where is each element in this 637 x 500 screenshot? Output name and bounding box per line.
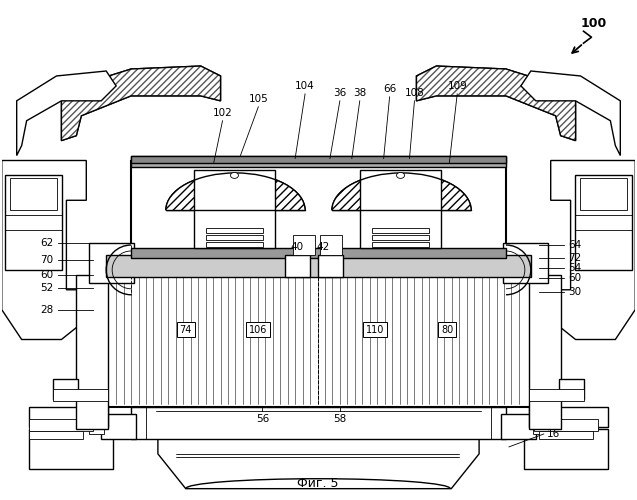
- Text: 56: 56: [255, 414, 269, 424]
- Polygon shape: [332, 173, 471, 210]
- Text: 106: 106: [249, 324, 268, 334]
- Bar: [372, 235, 429, 240]
- Bar: [206, 228, 263, 233]
- Bar: [533, 419, 548, 434]
- Text: 66: 66: [383, 84, 396, 94]
- Text: 109: 109: [447, 81, 467, 91]
- Bar: [206, 242, 263, 247]
- Bar: [29, 419, 93, 431]
- Polygon shape: [417, 66, 576, 140]
- Bar: [318, 255, 343, 277]
- Bar: [10, 178, 57, 210]
- Bar: [29, 407, 108, 427]
- Polygon shape: [61, 66, 220, 140]
- Bar: [285, 255, 310, 277]
- Bar: [89, 243, 134, 283]
- Text: 62: 62: [40, 238, 54, 248]
- Text: 72: 72: [569, 253, 582, 263]
- Text: 110: 110: [366, 324, 384, 334]
- Text: 105: 105: [248, 94, 268, 104]
- Bar: [131, 407, 506, 439]
- Text: 36: 36: [333, 88, 347, 98]
- Bar: [131, 160, 506, 257]
- Bar: [131, 156, 506, 168]
- Bar: [524, 429, 608, 469]
- Text: 40: 40: [290, 242, 304, 252]
- Text: 74: 74: [180, 324, 192, 334]
- Bar: [529, 275, 561, 429]
- Bar: [106, 255, 531, 277]
- Bar: [54, 380, 78, 399]
- Bar: [539, 431, 594, 439]
- Bar: [372, 242, 429, 247]
- Bar: [194, 170, 275, 248]
- Polygon shape: [551, 160, 635, 340]
- Text: 52: 52: [40, 283, 54, 293]
- Bar: [29, 431, 83, 439]
- Bar: [106, 275, 531, 407]
- Text: 58: 58: [333, 414, 347, 424]
- Bar: [575, 176, 633, 270]
- Text: 30: 30: [569, 287, 582, 297]
- Text: 64: 64: [569, 240, 582, 250]
- Bar: [559, 380, 583, 399]
- Text: 70: 70: [40, 255, 54, 265]
- Polygon shape: [17, 71, 116, 156]
- Text: 16: 16: [547, 429, 560, 439]
- Bar: [320, 235, 342, 255]
- Bar: [131, 248, 506, 258]
- Bar: [101, 414, 136, 439]
- Bar: [360, 170, 441, 248]
- Text: 60: 60: [569, 273, 582, 283]
- Text: 102: 102: [213, 108, 233, 118]
- Bar: [372, 228, 429, 233]
- Polygon shape: [2, 160, 86, 340]
- Text: Фиг. 5: Фиг. 5: [297, 477, 339, 490]
- Ellipse shape: [231, 172, 238, 178]
- Bar: [529, 407, 608, 427]
- Bar: [293, 235, 315, 255]
- Polygon shape: [417, 66, 576, 140]
- Bar: [534, 419, 598, 431]
- Bar: [503, 243, 548, 283]
- Text: 38: 38: [353, 88, 366, 98]
- Bar: [529, 389, 583, 401]
- Text: 104: 104: [295, 81, 315, 91]
- Text: 28: 28: [40, 304, 54, 314]
- Bar: [76, 275, 108, 429]
- Polygon shape: [166, 173, 305, 210]
- Bar: [501, 414, 536, 439]
- Text: 100: 100: [580, 17, 606, 30]
- Bar: [206, 235, 263, 240]
- Polygon shape: [158, 439, 479, 488]
- Text: 42: 42: [317, 242, 329, 252]
- Bar: [580, 178, 627, 210]
- Bar: [4, 176, 62, 270]
- Bar: [29, 429, 113, 469]
- Polygon shape: [61, 66, 220, 140]
- Text: 108: 108: [404, 88, 424, 98]
- Bar: [89, 419, 104, 434]
- Bar: [54, 389, 108, 401]
- Text: 54: 54: [569, 263, 582, 273]
- Polygon shape: [521, 71, 620, 156]
- Text: 80: 80: [441, 324, 454, 334]
- Ellipse shape: [397, 172, 404, 178]
- Text: 60: 60: [40, 270, 54, 280]
- Bar: [131, 156, 506, 164]
